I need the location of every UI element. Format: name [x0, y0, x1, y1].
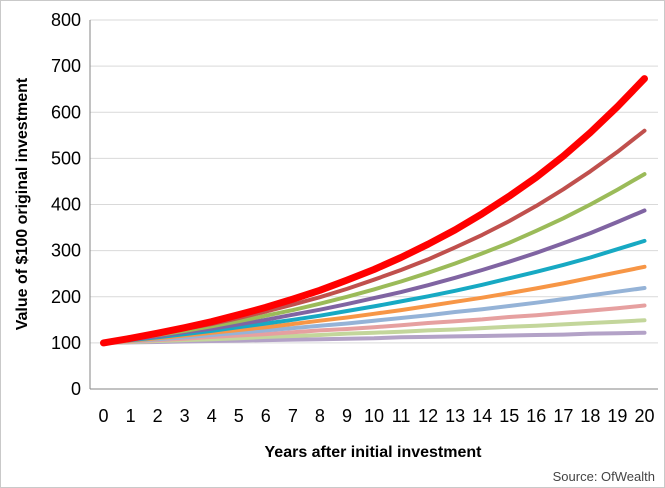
x-tick-label: 13 — [445, 406, 465, 426]
y-tick-label: 600 — [51, 102, 81, 122]
y-axis-tick-labels: 0 100 200 300 400 500 600 700 800 — [51, 10, 81, 399]
x-tick-label: 3 — [180, 406, 190, 426]
y-tick-label: 700 — [51, 56, 81, 76]
y-tick-label: 400 — [51, 195, 81, 215]
y-tick-label: 500 — [51, 148, 81, 168]
x-tick-label: 0 — [99, 406, 109, 426]
y-tick-label: 200 — [51, 287, 81, 307]
x-tick-label: 10 — [364, 406, 384, 426]
y-tick-label: 100 — [51, 333, 81, 353]
x-tick-label: 11 — [392, 406, 411, 426]
x-tick-label: 9 — [342, 406, 352, 426]
x-tick-label: 18 — [580, 406, 600, 426]
x-axis-tick-labels: 0 1 2 3 4 5 6 7 8 9 10 11 12 13 14 15 16 17 18 19 20 — [99, 406, 655, 426]
x-tick-label: 2 — [153, 406, 163, 426]
x-tick-label: 12 — [418, 406, 438, 426]
x-tick-label: 15 — [499, 406, 519, 426]
x-tick-label: 19 — [607, 406, 627, 426]
y-tick-label: 300 — [51, 241, 81, 261]
y-tick-label: 0 — [71, 379, 81, 399]
series-line — [101, 172, 647, 345]
x-tick-label: 6 — [261, 406, 271, 426]
x-axis-title: Years after initial investment — [265, 444, 483, 461]
x-tick-label: 14 — [472, 406, 492, 426]
source-note: Source: OfWealth — [552, 469, 655, 484]
x-tick-label: 4 — [207, 406, 217, 426]
x-tick-label: 20 — [634, 406, 654, 426]
axes — [89, 20, 658, 390]
x-tick-label: 5 — [234, 406, 244, 426]
x-tick-label: 7 — [288, 406, 298, 426]
series-lines — [100, 75, 648, 347]
x-tick-label: 1 — [126, 406, 136, 426]
x-tick-label: 16 — [526, 406, 546, 426]
x-tick-label: 8 — [315, 406, 325, 426]
y-tick-label: 800 — [51, 10, 81, 30]
series-line — [100, 75, 648, 347]
x-tick-label: 17 — [553, 406, 573, 426]
y-axis-title: Value of $100 original investment — [14, 77, 31, 330]
